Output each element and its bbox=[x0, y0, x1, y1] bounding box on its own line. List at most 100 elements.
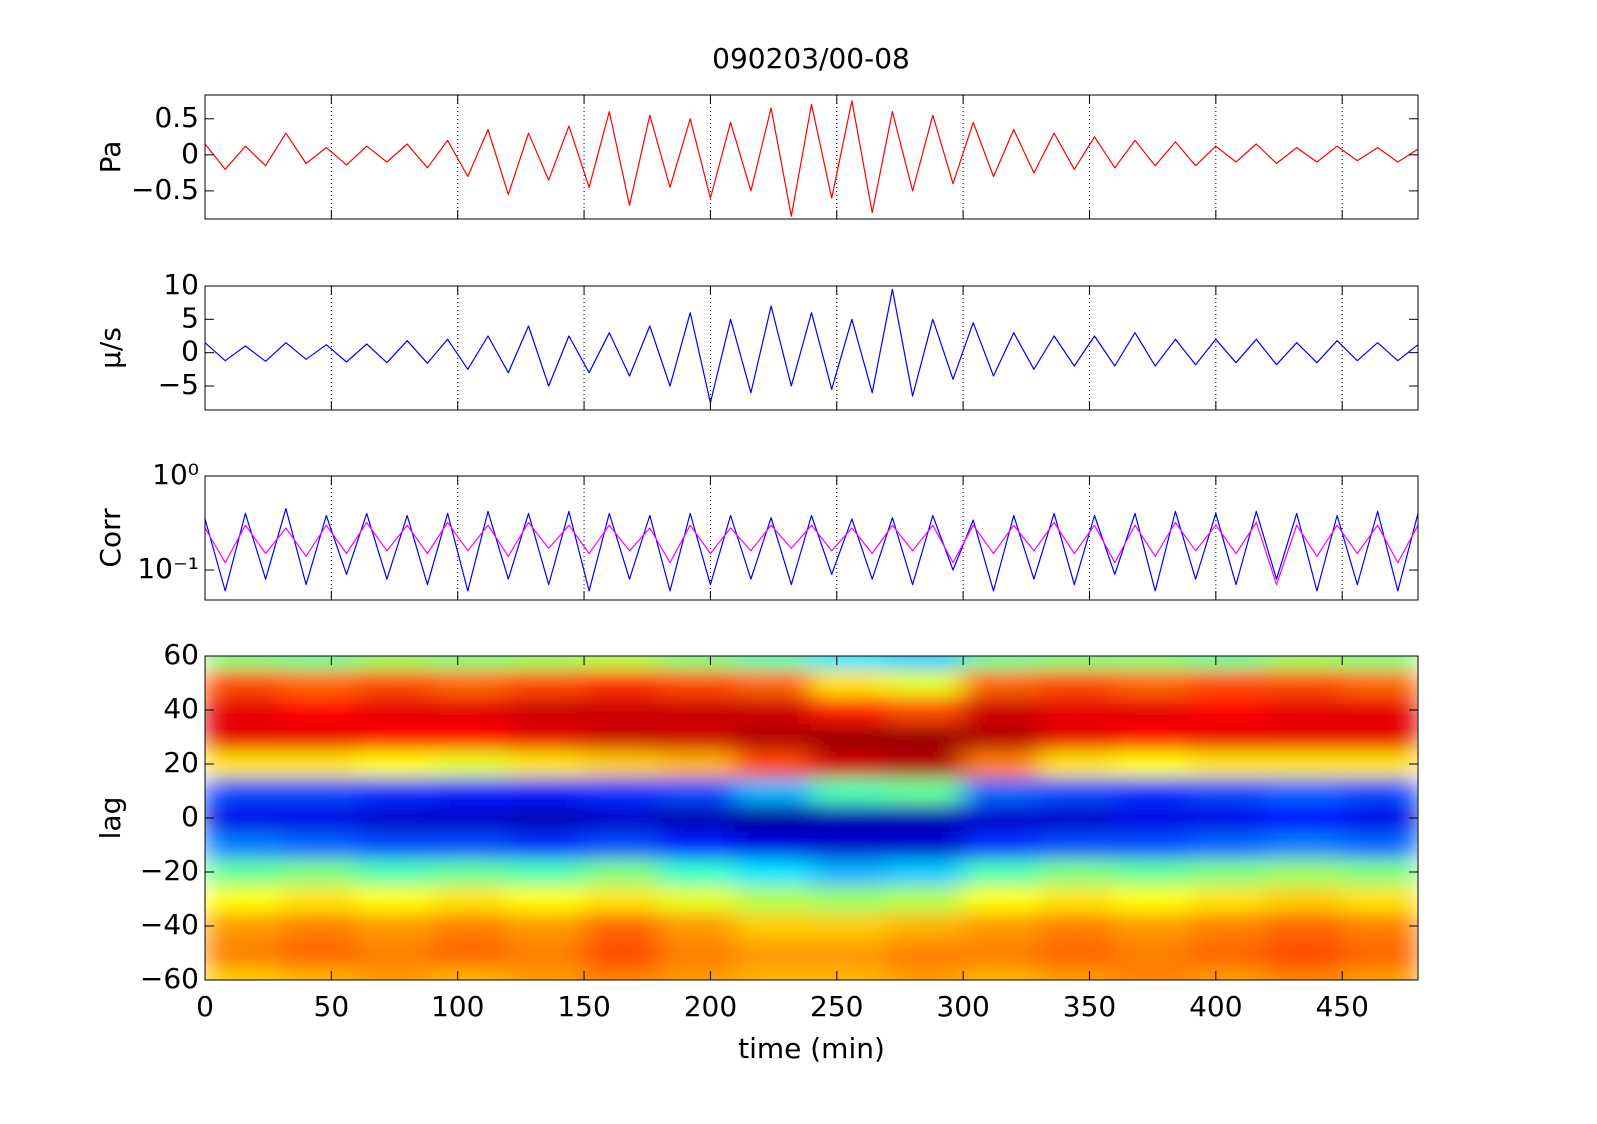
heatmap-cell bbox=[962, 696, 1040, 724]
heatmap-cell bbox=[811, 885, 888, 913]
heatmap-cell bbox=[886, 858, 964, 886]
heatmap-cell bbox=[1038, 885, 1116, 913]
heatmap-cell bbox=[735, 885, 812, 913]
heatmap-cell bbox=[886, 966, 964, 980]
heatmap-cell bbox=[1038, 669, 1116, 697]
heatmap-cell bbox=[1265, 831, 1343, 859]
heatmap-cell bbox=[205, 804, 282, 832]
heatmap-cell bbox=[659, 831, 737, 859]
heatmap-cell bbox=[1341, 777, 1418, 805]
heatmap-cell bbox=[356, 777, 433, 805]
heatmap-cell bbox=[1265, 669, 1343, 697]
heatmap-cell bbox=[583, 804, 661, 832]
heatmap-cell bbox=[735, 750, 812, 778]
heatmap-cell bbox=[962, 723, 1040, 751]
heatmap-cell bbox=[659, 885, 737, 913]
heatmap-cell bbox=[962, 669, 1040, 697]
axes: −0.500.5 Pa bbox=[94, 94, 1419, 220]
heatmap-clip bbox=[205, 656, 1418, 980]
y-axis-label: Pa bbox=[94, 141, 127, 174]
heatmap-cell bbox=[356, 669, 433, 697]
heatmap-cell bbox=[356, 723, 433, 751]
heatmap-cell bbox=[507, 804, 585, 832]
heatmap-cell bbox=[431, 912, 509, 940]
x-tick-label: 350 bbox=[1063, 990, 1116, 1023]
heatmap-cell bbox=[431, 696, 509, 724]
heatmap-cell bbox=[1038, 939, 1116, 967]
heatmap-cell bbox=[507, 669, 585, 697]
heatmap-cell bbox=[507, 831, 585, 859]
heatmap-cell bbox=[583, 669, 661, 697]
heatmap-cell bbox=[1190, 750, 1267, 778]
heatmap-cell bbox=[811, 858, 888, 886]
heatmap-cell bbox=[280, 696, 358, 724]
heatmap-cell bbox=[735, 656, 812, 670]
heatmap-cell bbox=[962, 858, 1040, 886]
heatmap-cell bbox=[507, 939, 585, 967]
heatmap-cell bbox=[280, 858, 358, 886]
heatmap bbox=[205, 656, 1418, 980]
y-axis-label: μ/s bbox=[94, 327, 127, 369]
heatmap-cell bbox=[507, 696, 585, 724]
heatmap-cell bbox=[205, 723, 282, 751]
heatmap-cell bbox=[1038, 656, 1116, 670]
heatmap-cell bbox=[886, 696, 964, 724]
heatmap-cell bbox=[659, 804, 737, 832]
heatmap-cell bbox=[811, 669, 888, 697]
heatmap-cell bbox=[1341, 831, 1418, 859]
heatmap-cell bbox=[583, 656, 661, 670]
heatmap-cell bbox=[1038, 777, 1116, 805]
heatmap-cell bbox=[735, 723, 812, 751]
heatmap-cell bbox=[1341, 750, 1418, 778]
heatmap-cell bbox=[356, 912, 433, 940]
heatmap-cell bbox=[205, 966, 282, 980]
heatmap-cell bbox=[659, 966, 737, 980]
y-tick-label: 10 bbox=[163, 268, 199, 301]
axes-frame bbox=[204, 475, 1419, 601]
heatmap-cell bbox=[1190, 656, 1267, 670]
heatmap-cell bbox=[356, 656, 433, 670]
heatmap-cell bbox=[431, 939, 509, 967]
heatmap-cell bbox=[205, 939, 282, 967]
y-tick-label: 60 bbox=[163, 638, 199, 671]
heatmap-cell bbox=[583, 696, 661, 724]
heatmap-cell bbox=[886, 723, 964, 751]
heatmap-cell bbox=[1341, 912, 1418, 940]
heatmap-cell bbox=[1341, 804, 1418, 832]
heatmap-cell bbox=[205, 696, 282, 724]
heatmap-cell bbox=[811, 831, 888, 859]
y-tick-label: −40 bbox=[140, 908, 199, 941]
heatmap-cell bbox=[1038, 912, 1116, 940]
y-axis-label: Corr bbox=[94, 508, 127, 568]
heatmap-cell bbox=[1114, 939, 1192, 967]
heatmap-cell bbox=[886, 831, 964, 859]
heatmap-cell bbox=[507, 777, 585, 805]
heatmap-cell bbox=[962, 804, 1040, 832]
heatmap-cell bbox=[1341, 939, 1418, 967]
heatmap-cell bbox=[280, 723, 358, 751]
heatmap-cell bbox=[583, 858, 661, 886]
heatmap-cell bbox=[205, 656, 282, 670]
heatmap-cell bbox=[280, 939, 358, 967]
heatmap-cell bbox=[205, 669, 282, 697]
x-tick-label: 100 bbox=[431, 990, 484, 1023]
heatmap-cell bbox=[280, 656, 358, 670]
heatmap-cell bbox=[1038, 858, 1116, 886]
signal-line bbox=[204, 288, 1419, 404]
heatmap-cell bbox=[280, 750, 358, 778]
heatmap-cell bbox=[1114, 669, 1192, 697]
heatmap-cell bbox=[1114, 912, 1192, 940]
heatmap-cell bbox=[205, 750, 282, 778]
heatmap-cell bbox=[1341, 966, 1418, 980]
heatmap-cell bbox=[1190, 696, 1267, 724]
heatmap-cell bbox=[659, 939, 737, 967]
heatmap-cell bbox=[356, 804, 433, 832]
heatmap-cell bbox=[1114, 858, 1192, 886]
heatmap-cell bbox=[659, 912, 737, 940]
heatmap-cell bbox=[507, 656, 585, 670]
heatmap-cell bbox=[1114, 885, 1192, 913]
heatmap-cell bbox=[431, 669, 509, 697]
heatmap-cell bbox=[583, 912, 661, 940]
heatmap-cell bbox=[1265, 696, 1343, 724]
